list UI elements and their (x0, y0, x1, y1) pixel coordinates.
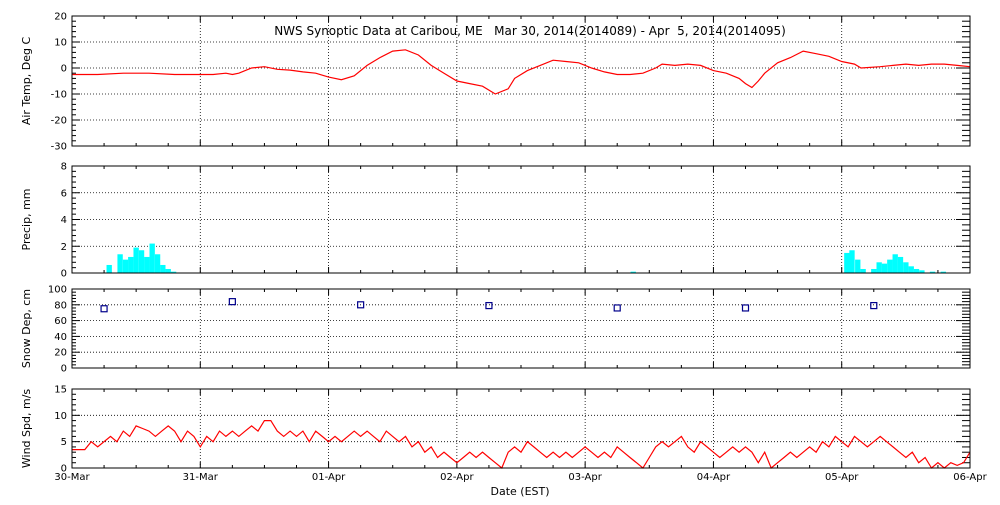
x-axis-label: Date (EST) (490, 485, 549, 498)
x-tick-label: 06-Apr (953, 472, 987, 483)
wind-speed-ytick-label: 10 (54, 411, 67, 422)
wind-speed-series-line (72, 420, 971, 469)
x-tick-label: 31-Mar (183, 472, 219, 483)
snow-depth-point (613, 304, 621, 312)
precip-bar (128, 256, 134, 273)
precip-ytick-label: 8 (61, 162, 67, 173)
precip-frame (71, 165, 971, 274)
precip-bar (860, 268, 866, 273)
wind-speed-panel: 15 10 5 0 Wind Spd, m/s (20, 385, 971, 475)
precip-bar (630, 271, 636, 273)
precip-bar (138, 250, 145, 273)
precip-bar (849, 250, 855, 273)
precip-bar (871, 268, 877, 273)
precip-ytick-label: 0 (61, 269, 67, 280)
precip-bar (887, 259, 893, 273)
x-tick-label: 30-Mar (54, 472, 90, 483)
snow-depth-panel: 100 80 60 40 20 0 Snow Dep, cm (20, 285, 971, 375)
x-tick-label: 01-Apr (312, 472, 346, 483)
precip-bar (170, 271, 177, 273)
precip-ytick-label: 2 (61, 242, 67, 253)
wind-speed-frame (71, 388, 971, 469)
snow-depth-point (100, 305, 108, 313)
x-tick-label: 03-Apr (568, 472, 602, 483)
air-temp-ytick-label: -30 (51, 142, 67, 153)
air-temp-ytick-label: 20 (54, 12, 67, 23)
snow-depth-frame (71, 288, 971, 369)
snow-depth-ytick-label: 0 (61, 364, 67, 375)
precip-bar (908, 266, 914, 273)
precip-bar (160, 264, 166, 273)
air-temp-ytick-label: 0 (61, 64, 67, 75)
chart-title: NWS Synoptic Data at Caribou, ME Mar 30,… (274, 24, 786, 38)
precip-bar (929, 271, 936, 273)
precip-ytick-label: 4 (61, 215, 67, 226)
snow-depth-ylabel: Snow Dep, cm (20, 289, 33, 368)
snow-depth-ytick-label: 80 (54, 300, 67, 311)
air-temp-ytick-label: -10 (51, 90, 67, 101)
snow-depth-point (741, 304, 750, 312)
snow-depth-point (870, 301, 878, 310)
snow-depth-point (357, 301, 365, 309)
wind-speed-ytick-label: 5 (61, 437, 67, 448)
air-temp-ylabel: Air Temp, Deg C (20, 37, 33, 126)
wind-speed-ytick-label: 0 (61, 464, 67, 475)
x-tick-label: 02-Apr (440, 472, 474, 483)
x-tick-label: 05-Apr (825, 472, 859, 483)
snow-depth-ytick-label: 20 (54, 348, 67, 359)
precip-bar (940, 271, 946, 273)
air-temp-series-line (72, 49, 971, 95)
precip-bar (897, 256, 904, 273)
precip-bar (881, 263, 888, 273)
x-tick-label: 04-Apr (697, 472, 731, 483)
precip-bar (913, 268, 920, 273)
precip-bar (876, 262, 882, 273)
precip-bar (165, 268, 171, 273)
air-temp-ytick-label: -20 (51, 116, 67, 127)
precip-ylabel: Precip, mm (20, 189, 33, 251)
precip-panel: 8 6 4 2 0 Precip, mm (20, 162, 971, 280)
precip-bar (903, 262, 909, 273)
air-temp-frame (71, 15, 971, 147)
precip-bar (844, 252, 850, 273)
snow-depth-ytick-label: 60 (54, 316, 67, 327)
air-temp-ytick-label: 10 (54, 38, 67, 49)
precip-bar (919, 270, 925, 273)
precip-bar (117, 254, 123, 273)
precip-bar (106, 264, 112, 273)
precip-bar (892, 254, 898, 273)
precip-bar (133, 247, 139, 273)
snow-depth-ytick-label: 40 (54, 332, 67, 343)
wind-speed-ylabel: Wind Spd, m/s (20, 389, 33, 469)
precip-ytick-label: 6 (61, 188, 67, 199)
precip-bar (855, 259, 861, 273)
snow-depth-ytick-label: 100 (48, 285, 67, 296)
precip-bar (154, 254, 161, 273)
precip-bar (122, 259, 129, 273)
snow-depth-point (485, 301, 493, 310)
snow-depth-point (228, 298, 236, 306)
precip-bar (144, 256, 150, 273)
air-temp-panel: 20 10 0 -10 -20 -30 Air Temp, Deg C (20, 12, 971, 153)
wind-speed-ytick-label: 15 (54, 385, 67, 396)
precip-bar (149, 243, 155, 273)
